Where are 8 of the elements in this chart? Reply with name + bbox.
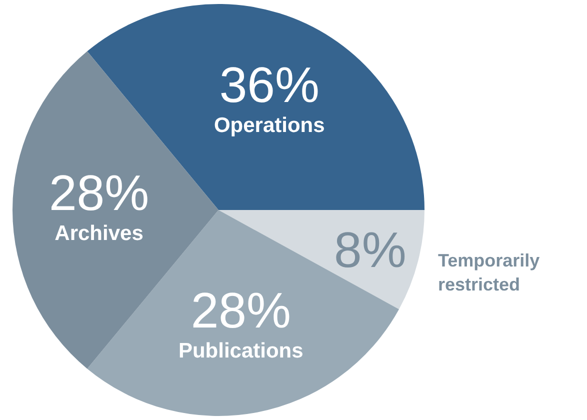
slice-label: Operations bbox=[214, 114, 325, 137]
data-label: 8% bbox=[334, 222, 406, 278]
data-label: 36% bbox=[219, 56, 320, 113]
slice-label: Archives bbox=[54, 222, 144, 245]
data-label: 28% bbox=[48, 165, 150, 221]
data-label: 28% bbox=[190, 282, 291, 338]
slice-label: Temporarily restricted bbox=[438, 250, 540, 294]
slice-label: Publications bbox=[178, 339, 304, 362]
